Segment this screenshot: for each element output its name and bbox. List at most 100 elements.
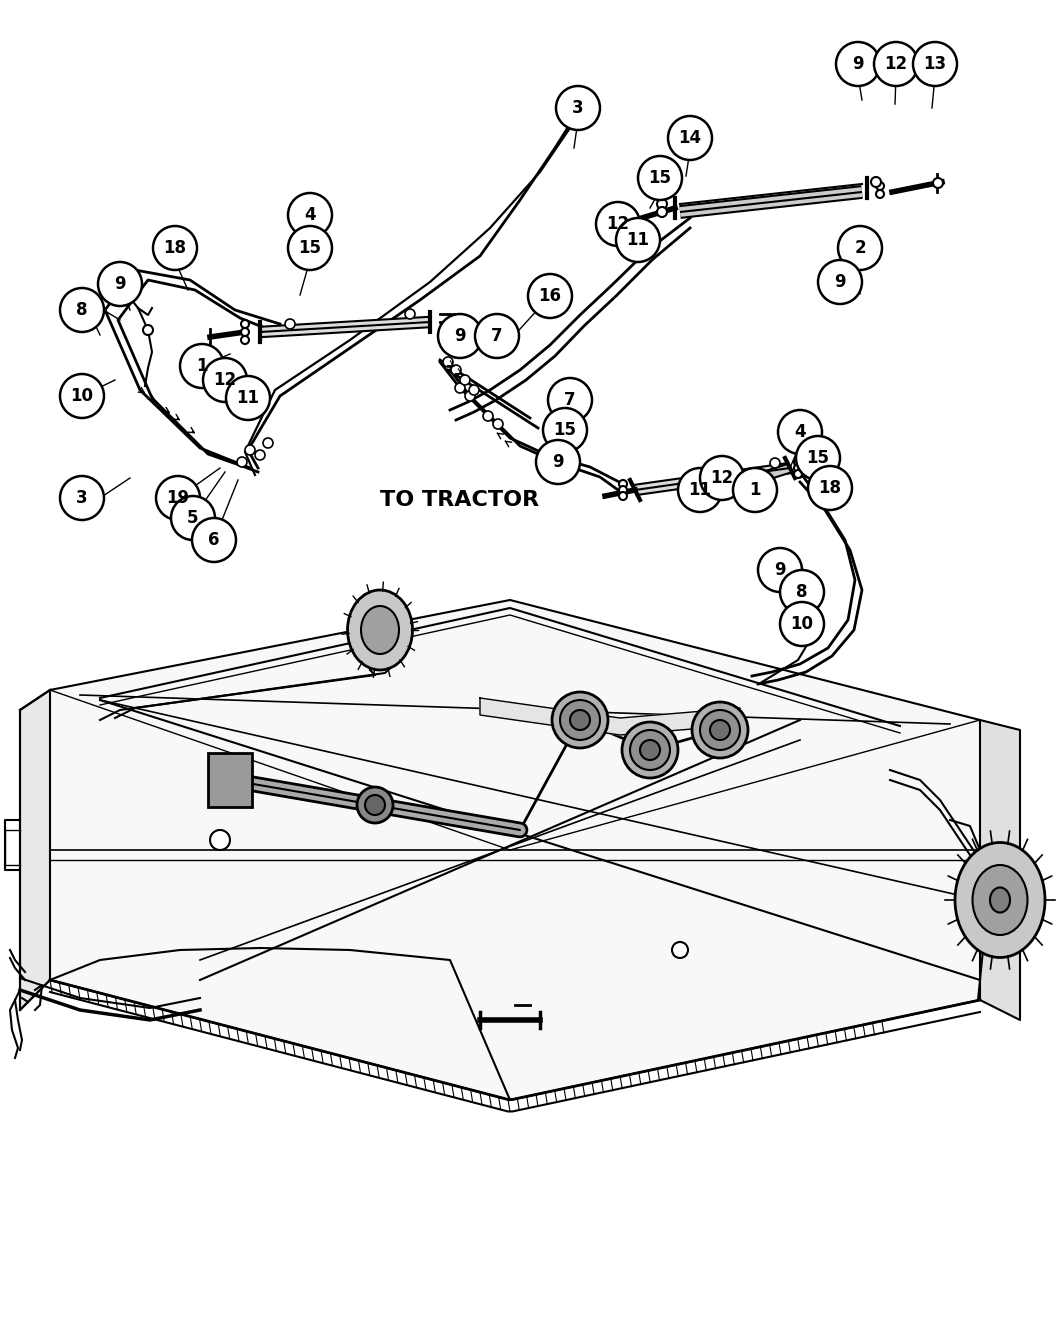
Circle shape [469,385,479,395]
Circle shape [245,445,255,455]
Circle shape [548,378,592,422]
Circle shape [619,480,627,488]
Text: 9: 9 [852,55,863,73]
Text: 1: 1 [750,480,760,499]
Circle shape [630,730,670,770]
Text: 16: 16 [538,286,562,305]
Circle shape [657,207,667,216]
Circle shape [874,42,918,86]
Text: 15: 15 [298,239,322,257]
Circle shape [700,455,744,500]
Text: 9: 9 [115,275,125,293]
Text: 9: 9 [774,561,786,579]
Text: 13: 13 [924,55,946,73]
Circle shape [668,116,712,160]
Text: 11: 11 [627,231,650,249]
Text: TO TRACTOR: TO TRACTOR [380,490,539,510]
Circle shape [465,391,475,401]
Circle shape [210,830,230,850]
Text: 9: 9 [552,453,564,471]
Circle shape [179,345,224,388]
Circle shape [288,226,332,271]
Text: 7: 7 [564,391,576,409]
Text: 12: 12 [710,469,734,487]
Circle shape [876,182,884,190]
Ellipse shape [973,865,1028,935]
Circle shape [241,327,249,337]
Circle shape [98,261,142,306]
Text: 12: 12 [885,55,908,73]
Circle shape [59,288,104,333]
Circle shape [700,710,740,750]
Text: 7: 7 [492,327,502,345]
Text: 6: 6 [208,531,220,549]
Circle shape [672,942,688,958]
Text: 10: 10 [790,615,813,634]
Circle shape [570,710,590,730]
Text: 9: 9 [455,327,466,345]
Text: 18: 18 [819,479,841,498]
Text: 1: 1 [196,356,208,375]
Circle shape [794,470,802,478]
Ellipse shape [990,887,1010,912]
Circle shape [528,275,572,318]
Ellipse shape [361,606,399,653]
Text: 15: 15 [553,421,577,440]
Circle shape [733,469,777,512]
Polygon shape [50,601,980,1100]
Text: 10: 10 [70,387,93,405]
Circle shape [692,702,748,758]
Circle shape [192,517,236,562]
Text: 3: 3 [572,99,584,117]
Circle shape [730,480,740,490]
Circle shape [536,440,580,484]
Circle shape [226,376,270,420]
Circle shape [638,156,682,201]
Text: 5: 5 [187,510,199,527]
Circle shape [876,190,884,198]
Circle shape [237,457,247,467]
Circle shape [285,319,295,329]
Text: 15: 15 [649,169,671,187]
Circle shape [241,319,249,327]
Circle shape [778,411,822,454]
Circle shape [552,692,609,748]
Circle shape [475,314,519,358]
Circle shape [263,438,273,447]
Circle shape [758,548,802,591]
Circle shape [657,199,667,209]
Circle shape [622,722,678,777]
Circle shape [460,375,470,385]
Circle shape [241,337,249,345]
Polygon shape [980,719,1020,1020]
Text: 2: 2 [854,239,866,257]
Circle shape [678,469,722,512]
Circle shape [455,383,465,393]
Circle shape [171,496,215,540]
Circle shape [913,42,957,86]
Text: 19: 19 [167,488,189,507]
Circle shape [640,741,660,760]
Circle shape [838,226,883,271]
Circle shape [849,242,861,253]
Text: 3: 3 [76,488,88,507]
Circle shape [556,86,600,129]
Circle shape [808,466,852,510]
FancyBboxPatch shape [208,752,252,807]
Circle shape [443,356,453,367]
Polygon shape [480,698,740,735]
Circle shape [143,325,153,335]
Circle shape [483,411,493,421]
Circle shape [405,309,415,319]
Circle shape [357,787,393,822]
Circle shape [780,602,824,645]
Circle shape [794,465,802,473]
Circle shape [153,226,196,271]
Circle shape [794,458,802,466]
Circle shape [451,366,461,375]
Circle shape [560,700,600,741]
Text: 4: 4 [794,422,806,441]
Circle shape [619,492,627,500]
Circle shape [156,477,200,520]
Circle shape [836,42,880,86]
